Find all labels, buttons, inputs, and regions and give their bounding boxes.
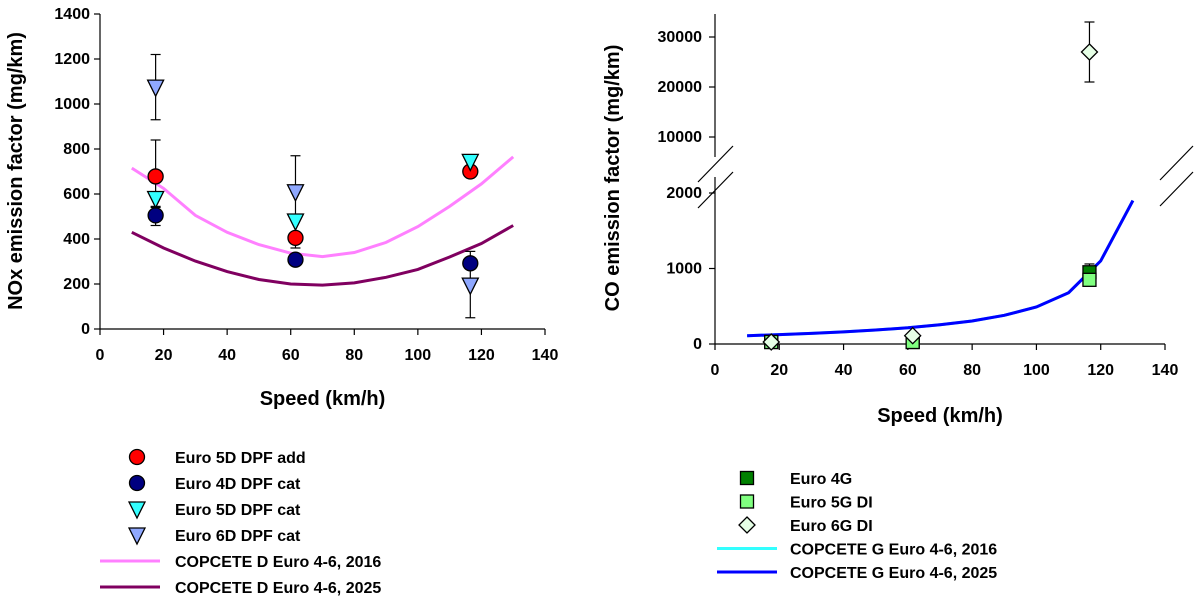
right-y-tick-label: 10000 [658,129,703,146]
left-y-tick-label: 800 [63,141,90,158]
right-data-point [1080,43,1099,61]
right-x-tick-label: 20 [770,362,788,379]
left-legend-label: Euro 5D DPF add [175,450,306,467]
left-y-tick-label: 600 [63,186,90,203]
left-data-point [286,184,305,203]
right-legend-marker [739,494,755,509]
right-data-point [903,326,922,345]
right-legend-marker [739,470,755,486]
right-axis-break-right-upper [1159,171,1194,207]
left-data-point [461,153,480,172]
right-x-tick-label: 140 [1152,362,1179,379]
left-legend-label: Euro 5D DPF cat [175,502,301,519]
left-data-point [146,190,165,209]
right-x-tick-label: 80 [963,362,981,379]
right-x-tick-label: 0 [711,362,720,379]
left-y-tick-label: 1200 [54,51,90,68]
right-legend-label: COPCETE G Euro 4-6, 2025 [790,565,997,582]
right-legend-label: Euro 5G DI [790,495,873,512]
left-x-tick-label: 40 [218,347,236,364]
left-data-point [287,251,304,268]
left-data-point [461,277,480,296]
left-legend-label: COPCETE D Euro 4-6, 2016 [175,554,381,571]
left-data-point [287,229,304,247]
right-data-point [762,333,781,351]
left-y-tick-label: 0 [81,321,90,338]
left-x-tick-label: 120 [468,347,495,364]
left-legend-label: Euro 4D DPF cat [175,476,301,493]
left-legend-marker [127,527,147,546]
left-legend-label: COPCETE D Euro 4-6, 2025 [175,580,381,597]
left-y-tick-label: 1400 [54,6,90,23]
right-x-axis-label: Speed (km/h) [877,405,1003,427]
left-x-axis-label: Speed (km/h) [260,388,386,410]
right-axis-break-left-upper [697,171,734,209]
left-x-tick-label: 140 [532,347,559,364]
right-legend-label: COPCETE G Euro 4-6, 2016 [790,542,997,559]
right-axis-break-right-lower [1159,145,1194,181]
right-y-tick-label: 20000 [658,79,703,96]
right-x-tick-label: 60 [899,362,917,379]
left-y-axis-label: NOx emission factor (mg/km) [5,32,27,310]
left-x-tick-label: 80 [345,347,363,364]
left-series-line [131,224,514,287]
right-y-tick-label: 30000 [658,29,703,46]
right-y-tick-label: 2000 [666,185,702,202]
right-y-tick-label: 1000 [666,261,702,278]
left-x-tick-label: 60 [282,347,300,364]
right-data-point [1082,272,1097,287]
right-x-tick-label: 40 [835,362,853,379]
left-x-tick-label: 100 [405,347,432,364]
left-data-point [146,79,165,98]
left-y-tick-label: 1000 [54,96,90,113]
left-legend-label: Euro 6D DPF cat [175,528,301,545]
right-legend-label: Euro 4G [790,471,852,488]
left-data-point [462,255,479,272]
left-data-point [147,168,164,185]
right-legend-marker [738,516,756,534]
left-y-tick-label: 400 [63,231,90,248]
right-y-axis-label: CO emission factor (mg/km) [602,45,624,312]
left-series-line [130,155,515,259]
right-legend-label: Euro 6G DI [790,518,873,535]
left-data-point [147,207,164,224]
right-x-tick-label: 120 [1087,362,1114,379]
right-x-tick-label: 100 [1023,362,1050,379]
right-y-tick-label: 0 [693,336,702,353]
left-x-tick-label: 20 [155,347,173,364]
left-legend-marker [128,474,146,492]
left-x-tick-label: 0 [96,347,105,364]
left-y-tick-label: 200 [63,276,90,293]
right-series-line [747,199,1135,338]
right-axis-break-left-lower [697,145,734,183]
left-legend-marker [127,501,147,520]
right-series-line [747,199,1135,338]
left-data-point [286,213,305,232]
left-legend-marker [128,448,146,466]
